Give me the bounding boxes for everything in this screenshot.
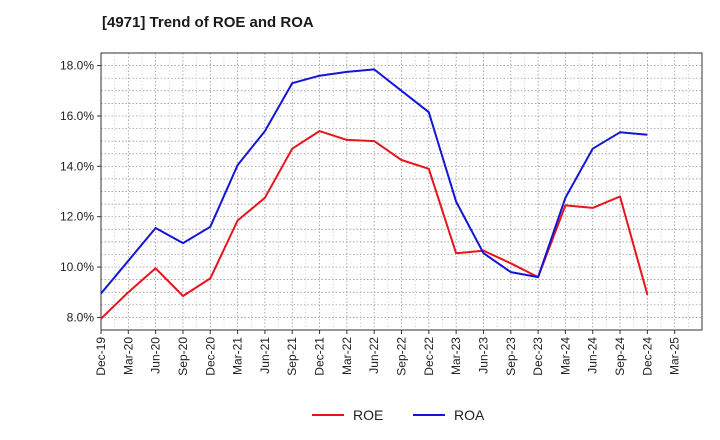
x-tick-label: Sep-24 xyxy=(613,337,627,376)
x-tick-label: Mar-21 xyxy=(231,337,245,375)
x-tick-label: Mar-20 xyxy=(121,337,135,375)
x-tick-label: Dec-22 xyxy=(422,337,436,376)
series-lines xyxy=(100,68,649,320)
x-tick-label: Dec-20 xyxy=(203,337,217,376)
x-tick-label: Sep-23 xyxy=(504,337,518,376)
x-tick-label: Jun-21 xyxy=(258,337,272,374)
series-line-roe xyxy=(100,130,649,320)
x-tick-label: Sep-22 xyxy=(395,337,409,376)
x-tick-label: Sep-20 xyxy=(176,337,190,376)
x-tick-label: Mar-22 xyxy=(340,337,354,375)
y-tick-label: 10.0% xyxy=(60,260,94,274)
x-tick-label: Sep-21 xyxy=(285,337,299,376)
x-tick-label: Jun-23 xyxy=(476,337,490,374)
legend-label-roe: ROE xyxy=(353,407,383,423)
x-tick-label: Jun-22 xyxy=(367,337,381,374)
chart-title: [4971] Trend of ROE and ROA xyxy=(102,14,314,31)
x-tick-label: Dec-23 xyxy=(531,337,545,376)
x-tick-label: Mar-25 xyxy=(668,337,682,375)
grid xyxy=(100,52,703,331)
x-tick-label: Mar-23 xyxy=(449,337,463,375)
series-line-roa xyxy=(100,68,648,295)
y-tick-label: 12.0% xyxy=(60,210,94,224)
legend-label-roa: ROA xyxy=(454,407,485,423)
x-tick-label: Jun-20 xyxy=(149,337,163,374)
x-axis: Dec-19 Mar-20 Jun-20 Sep-20 Dec-20 Mar-21 Jun-… xyxy=(94,330,682,376)
x-tick-label: Dec-19 xyxy=(94,337,108,376)
x-tick-label: Dec-24 xyxy=(640,337,654,376)
y-tick-label: 8.0% xyxy=(67,310,95,324)
x-tick-label: Mar-24 xyxy=(558,337,572,375)
y-axis: 8.0% 10.0% 12.0% 14.0% 16.0% 18.0% xyxy=(60,59,101,324)
y-tick-label: 16.0% xyxy=(60,109,94,123)
x-tick-label: Dec-21 xyxy=(313,337,327,376)
x-tick-label: Jun-24 xyxy=(586,337,600,374)
y-tick-label: 18.0% xyxy=(60,59,94,73)
y-tick-label: 14.0% xyxy=(60,159,94,173)
legend: ROE ROA xyxy=(312,407,485,423)
